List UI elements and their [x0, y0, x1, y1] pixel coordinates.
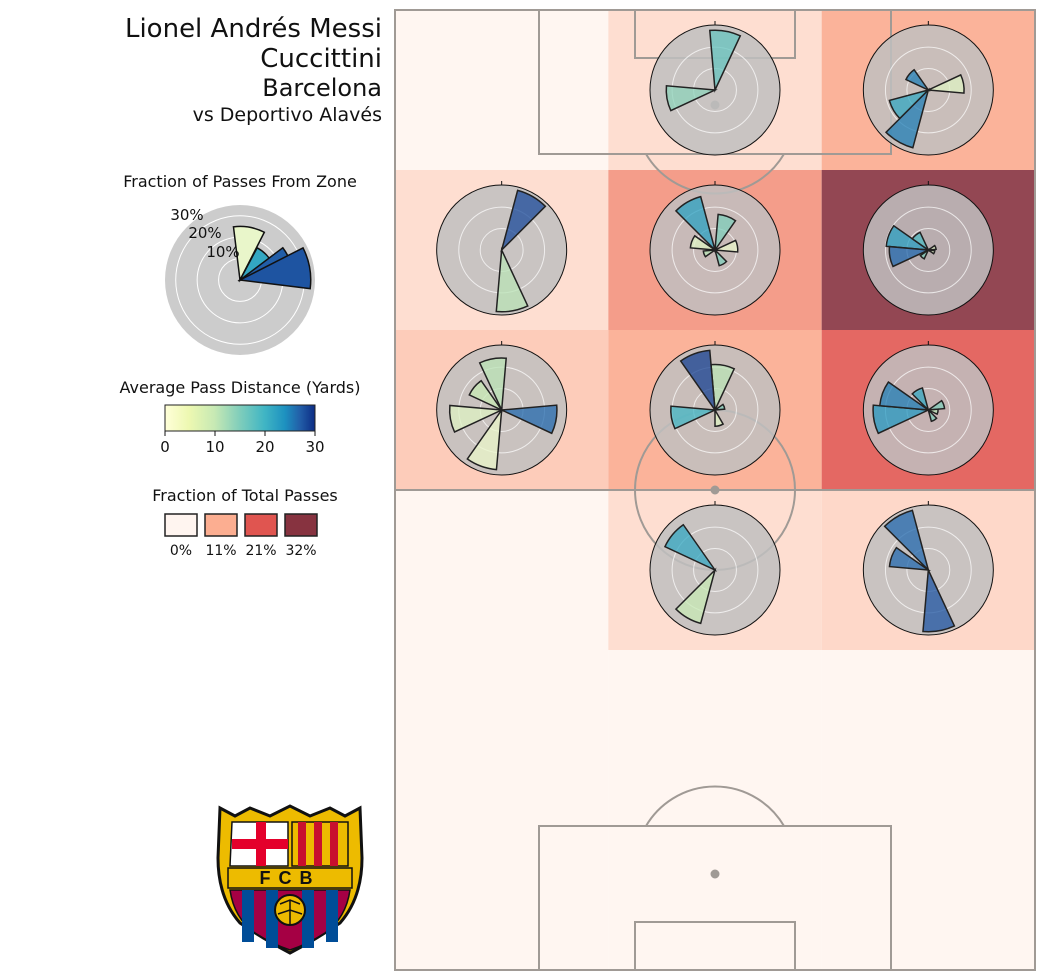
pass-rose — [862, 501, 994, 636]
pass-rose-wedge — [911, 387, 930, 413]
pass-rose — [862, 181, 994, 316]
total-legend-swatch — [284, 513, 318, 537]
zone-cell — [395, 650, 609, 810]
player-name: Lionel Andrés Messi Cuccittini — [124, 14, 382, 74]
pass-rose-wedge — [714, 213, 737, 253]
zone-legend-wedge — [232, 225, 266, 283]
pass-rose-wedge — [925, 249, 936, 255]
pass-rose-wedge — [448, 404, 505, 433]
pass-rose-wedge — [674, 567, 717, 625]
pass-rose-wedge — [878, 380, 932, 411]
pass-rose-wedge — [712, 403, 726, 411]
crest-text: FCB — [260, 868, 321, 888]
pass-rose-wedge — [911, 231, 931, 253]
pass-rose-ring — [884, 206, 972, 294]
colorbar-tick-label: 20 — [255, 438, 274, 456]
distance-colorbar-ticks: 0 10 20 30 — [160, 431, 325, 456]
pass-rose — [436, 181, 568, 316]
pass-rose-wedge — [925, 73, 965, 94]
team-name: Barcelona — [262, 74, 382, 102]
pass-rose-ring — [884, 46, 972, 134]
total-legend-swatch — [164, 513, 198, 537]
pass-rose-wedge — [702, 249, 718, 258]
pass-rose — [649, 21, 781, 156]
distance-legend-title: Average Pass Distance (Yards) — [119, 378, 361, 397]
total-legend-swatch — [244, 513, 278, 537]
pass-rose-wedge — [888, 546, 932, 571]
legend-panel: 10%20%30% 0 10 20 30 0% 11% 21% 32% FCB — [160, 205, 364, 955]
pass-rose-ring — [671, 206, 759, 294]
pass-rose — [862, 21, 994, 156]
pass-rose-wedge — [712, 239, 739, 253]
pass-rose-wedge — [926, 407, 938, 423]
pass-rose-wedge — [708, 29, 742, 93]
pass-rose-wedge — [689, 234, 718, 251]
pass-rose-wedge — [500, 189, 547, 253]
zone-legend-title: Fraction of Passes From Zone — [123, 172, 357, 191]
pass-rose — [862, 341, 994, 476]
pass-rose-wedge — [872, 404, 932, 435]
pass-rose-wedge — [925, 399, 946, 411]
zone-cell — [608, 650, 822, 810]
pass-rose — [649, 181, 781, 316]
pass-rose-wedge — [919, 247, 931, 260]
pass-rose-wedge — [665, 84, 718, 112]
total-legend-title: Fraction of Total Passes — [152, 486, 338, 505]
pass-rose-wedge — [922, 567, 956, 633]
pass-rose-ring — [693, 548, 737, 592]
pass-rose-wedge — [674, 195, 717, 253]
pass-rose-wedge — [713, 247, 728, 267]
pass-rose-wedge — [888, 245, 932, 268]
pass-rose-wedge — [478, 357, 508, 413]
pass-rose — [436, 341, 568, 476]
zone-legend-ring-label: 10% — [206, 243, 239, 261]
pass-rose — [649, 501, 781, 636]
pass-rose-wedge — [679, 349, 716, 413]
pass-rose-wedge — [714, 407, 725, 428]
pass-rose — [649, 341, 781, 476]
total-legend-label: 0% — [170, 543, 192, 559]
zone-cell — [395, 810, 609, 970]
zone-cell — [821, 810, 1035, 970]
zone-legend-wedge — [237, 246, 312, 290]
pass-rose-wedge — [904, 68, 931, 92]
total-legend-swatch — [204, 513, 238, 537]
pass-roses — [436, 21, 994, 636]
total-legend-boxes: 0% 11% 21% 32% — [164, 513, 318, 559]
zone-legend-polar: 10%20%30% — [165, 205, 315, 355]
colorbar-tick-label: 30 — [305, 438, 324, 456]
title-block: Lionel Andrés Messi Cuccittini Barcelona… — [0, 14, 382, 128]
total-legend-label: 21% — [245, 543, 276, 559]
pass-rose-wedge — [468, 379, 504, 412]
zone-cell — [821, 650, 1035, 810]
pass-rose-wedge — [885, 224, 932, 251]
total-legend-label: 32% — [285, 543, 316, 559]
pass-rose-ring — [671, 526, 759, 614]
pass-rose-wedge — [883, 509, 930, 573]
zone-cell — [608, 810, 822, 970]
pass-rose-wedge — [498, 404, 558, 435]
pitch-chart — [394, 9, 1036, 971]
pass-rose-wedge — [466, 407, 503, 471]
zone-cell — [395, 10, 609, 170]
total-legend-label: 11% — [205, 543, 236, 559]
opponent-name: vs Deportivo Alavés — [192, 104, 382, 126]
distance-colorbar — [164, 404, 316, 432]
colorbar-tick-label: 10 — [205, 438, 224, 456]
pass-rose-wedge — [670, 405, 718, 430]
pass-rose-wedge — [884, 87, 930, 149]
fc-barcelona-crest: FCB — [216, 804, 364, 955]
pass-rose-wedge — [663, 523, 718, 572]
zone-legend-ring-label: 20% — [188, 224, 221, 242]
pass-rose-wedge — [925, 408, 939, 416]
pass-rose-wedge — [925, 244, 937, 251]
zone-legend-ring-label: 30% — [170, 206, 203, 224]
pass-rose-wedge — [495, 247, 529, 313]
zone-cell — [395, 490, 609, 650]
colorbar-tick-label: 0 — [160, 438, 170, 456]
